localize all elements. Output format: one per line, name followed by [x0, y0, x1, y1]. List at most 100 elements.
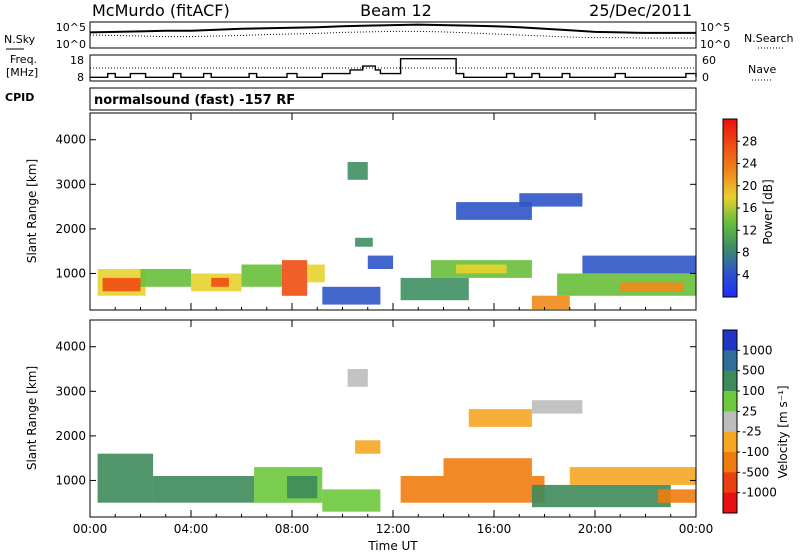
scatter-cell: [531, 400, 583, 414]
scatter-cell: [456, 202, 532, 220]
scatter-cell: [456, 264, 507, 274]
scatter-cell: [519, 193, 583, 207]
velocity-colorbar: 1000 500 100 25 -25 -100 -500 -1000: [722, 329, 777, 514]
velocity-colorbar-tick-label: 500: [742, 364, 765, 378]
ytick-label: 1000: [55, 473, 86, 487]
scatter-cell: [241, 264, 282, 287]
power-colorbar-tick-label: 20: [742, 179, 757, 193]
scatter-cell: [582, 255, 696, 274]
ytick-label: 2000: [55, 222, 86, 236]
scatter-cell: [140, 269, 191, 287]
noise-left-tick-top: 10^5: [56, 21, 86, 34]
scatter-cell: [443, 458, 532, 476]
scatter-cell: [347, 162, 368, 180]
xtick-label: 00:00: [73, 522, 108, 536]
power-colorbar-tick-label: 8: [742, 246, 750, 260]
velocity-colorbar-tick-label: -500: [742, 465, 769, 479]
scatter-cell: [211, 277, 229, 287]
velocity-colorbar-segment: [723, 431, 737, 453]
velocity-colorbar-segment: [723, 452, 737, 473]
scatter-cell: [569, 467, 697, 485]
nave-label: Nave: [748, 63, 776, 76]
freq-left-tick-bottom: 8: [77, 71, 84, 84]
beam-title: Beam 12: [360, 1, 432, 20]
xtick-label: 16:00: [477, 522, 512, 536]
power-colorbar: 4 8 12 16 20 24 28: [722, 118, 757, 298]
noise-lines: [89, 23, 696, 39]
velocity-colorbar-segment: [723, 472, 737, 494]
freq-label-line1: Freq.: [10, 53, 37, 66]
xtick-label: 12:00: [376, 522, 411, 536]
cpid-frame: [89, 87, 697, 111]
scatter-cell: [658, 489, 696, 503]
velocity-colorbar-segment: [723, 391, 737, 412]
power-colorbar-tick-label: 16: [742, 201, 757, 215]
ytick-label: 4000: [55, 340, 86, 354]
velocity-colorbar-tick-label: 1000: [742, 343, 773, 357]
scatter-cell: [153, 476, 255, 503]
velocity-colorbar-tick-label: -100: [742, 445, 769, 459]
velocity-colorbar-frame: [722, 329, 738, 514]
ytick-label: 1000: [55, 266, 86, 280]
scatter-cell: [531, 484, 671, 508]
power-panel: 1000 2000 3000 4000 Slant Range [km] 4 8 12 16…: [25, 112, 775, 311]
velocity-colorbar-label: Velocity [m s⁻¹]: [776, 385, 790, 478]
velocity-panel: 1000 2000 3000 4000 00:00 04:00 08:00 12:00 16:…: [25, 319, 790, 553]
power-colorbar-tick-label: 4: [742, 268, 750, 282]
noise-panel: 10^5 10^0 10^5 10^0 N.Sky N.Search: [4, 21, 794, 51]
freq-left-tick-top: 18: [70, 54, 84, 67]
scatter-cell: [287, 476, 318, 499]
freq-series: [90, 58, 697, 78]
velocity-colorbar-tick-label: -1000: [742, 486, 777, 500]
noise-left-tick-bottom: 10^0: [56, 38, 86, 51]
velocity-colorbar-segment: [723, 350, 737, 372]
power-colorbar-body: [722, 118, 738, 298]
scatter-cell: [102, 277, 141, 292]
velocity-colorbar-tick-label: -25: [742, 425, 762, 439]
scatter-cell: [400, 277, 469, 301]
velocity-ylabel: Slant Range [km]: [25, 366, 39, 470]
velocity-colorbar-segment: [723, 411, 737, 433]
ytick-label: 2000: [55, 429, 86, 443]
scatter-cell: [531, 295, 570, 310]
scatter-cell: [355, 440, 381, 454]
power-colorbar-tick-label: 12: [742, 223, 757, 237]
cpid-label: CPID: [5, 91, 34, 104]
velocity-colorbar-tick-label: 100: [742, 384, 765, 398]
freq-line: [90, 58, 697, 78]
scatter-cell: [620, 282, 684, 292]
scatter-cell: [97, 453, 154, 503]
noise-right-tick-bottom: 10^0: [700, 38, 730, 51]
ytick-label: 4000: [55, 133, 86, 147]
power-colorbar-tick-label: 28: [742, 134, 757, 148]
freq-panel: Freq. [MHz] 18 8 60 0 Nave: [6, 53, 776, 84]
scatter-cell: [307, 264, 325, 283]
nave-right-tick-top: 60: [702, 54, 716, 67]
xtick-label: 20:00: [578, 522, 613, 536]
xtick-label: 08:00: [275, 522, 310, 536]
nsky-series: [89, 23, 696, 34]
scatter-cell: [468, 409, 532, 427]
velocity-cells: [97, 369, 697, 512]
scatter-cell: [400, 476, 545, 503]
power-ylabel: Slant Range [km]: [25, 159, 39, 263]
velocity-colorbar-segment: [723, 370, 737, 392]
time-xlabel: Time UT: [367, 539, 418, 553]
mode-label: normalsound (fast) -157 RF: [94, 93, 295, 108]
ytick-label: 3000: [55, 177, 86, 191]
nsky-label: N.Sky: [4, 33, 36, 46]
velocity-yticks: 1000 2000 3000 4000: [55, 340, 696, 487]
velocity-xticks: 00:00 04:00 08:00 12:00 16:00 20:00 00:00: [73, 320, 714, 536]
scatter-cell: [322, 489, 381, 512]
power-colorbar-label: Power [dB]: [761, 179, 775, 244]
power-colorbar-tick-label: 24: [742, 157, 757, 171]
ytick-label: 3000: [55, 384, 86, 398]
scatter-cell: [367, 255, 394, 269]
xtick-label: 00:00: [679, 522, 714, 536]
scatter-cell: [281, 260, 308, 296]
scatter-cell: [347, 369, 368, 387]
power-xticks: [89, 113, 697, 310]
freq-label-line2: [MHz]: [6, 66, 38, 79]
noise-right-tick-top: 10^5: [700, 21, 730, 34]
